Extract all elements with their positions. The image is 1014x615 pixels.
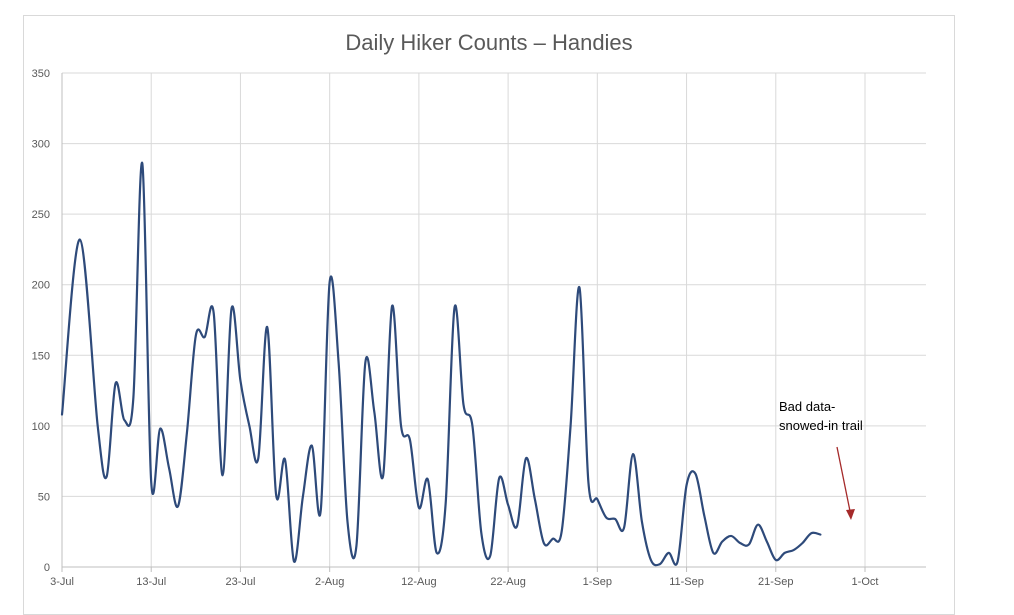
y-tick-label: 200 <box>32 280 50 292</box>
x-tick-label: 3-Jul <box>50 576 74 588</box>
x-axis-tick-labels: 3-Jul 13-Jul 23-Jul 2-Aug 12-Aug 22-Aug 1-Sep 1… <box>50 576 878 588</box>
annotation-arrowhead <box>846 509 855 520</box>
x-tick-label: 23-Jul <box>225 576 255 588</box>
y-tick-label: 100 <box>32 421 50 433</box>
annotation-line-1: Bad data- <box>779 399 835 414</box>
axes <box>61 73 926 572</box>
annotation-line-2: snowed-in trail <box>779 418 863 433</box>
chart-title: Daily Hiker Counts – Handies <box>345 30 632 55</box>
y-tick-label: 0 <box>44 562 50 574</box>
y-tick-label: 250 <box>32 209 50 221</box>
chart-area <box>23 15 955 615</box>
y-tick-label: 300 <box>32 139 50 151</box>
y-axis-tick-labels: 0 50 100 150 200 250 300 350 <box>32 68 50 574</box>
x-tick-label: 13-Jul <box>136 576 166 588</box>
annotation-arrow <box>836 446 852 517</box>
y-tick-label: 150 <box>32 350 50 362</box>
x-tick-label: 1-Sep <box>583 576 612 588</box>
annotation: Bad data- snowed-in trail <box>779 399 863 520</box>
x-tick-label: 11-Sep <box>669 576 704 588</box>
x-tick-label: 21-Sep <box>758 576 793 588</box>
x-tick-label: 22-Aug <box>490 576 525 588</box>
y-tick-label: 50 <box>38 491 50 503</box>
series-layer <box>60 161 822 567</box>
x-tick-label: 12-Aug <box>401 576 436 588</box>
x-tick-label: 2-Aug <box>315 576 344 588</box>
series-line <box>60 161 822 567</box>
x-tick-label: 1-Oct <box>852 576 879 588</box>
y-tick-label: 350 <box>32 68 50 80</box>
gridlines <box>62 72 926 567</box>
